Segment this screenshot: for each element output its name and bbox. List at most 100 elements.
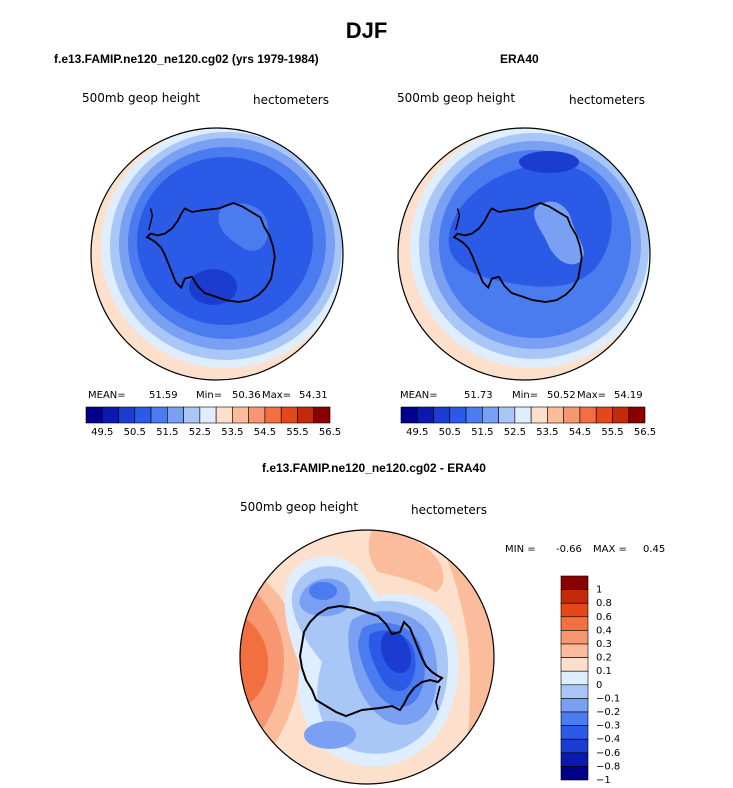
panel2-colorbar-swatch [595, 406, 613, 424]
panel3-colorbar-tick-label: 0.2 [596, 653, 612, 664]
panel2-map-border [397, 127, 651, 381]
panel3-colorbar-swatch [560, 589, 589, 604]
panel1-low-ross [189, 269, 237, 305]
panel2-colorbar-swatch [400, 406, 418, 424]
panel3-colorbar-swatch [560, 738, 589, 754]
panel1-colorbar-swatch [280, 406, 298, 424]
panel3-colorbar-swatch [560, 602, 589, 618]
panel3-colorbar-tick-label: 1 [596, 585, 602, 596]
panel1-colorbar-swatch [199, 406, 217, 424]
panel3-colorbar-swatch [560, 698, 589, 713]
panel1-colorbar-swatch [85, 406, 103, 424]
panel3-colorbar-tick-label: −0.4 [596, 734, 620, 745]
panel3-colorbar-swatch [560, 643, 589, 658]
panel3-colorbar-swatch [560, 684, 589, 699]
panel2-colorbar-tick-label: 56.5 [634, 427, 656, 438]
panel2-colorbar-swatch [433, 406, 451, 424]
panel2-title: ERA40 [500, 52, 539, 66]
panel2-colorbar-swatch [579, 406, 597, 424]
panel3-south-low [304, 721, 356, 749]
panel2-max-value: 54.19 [614, 390, 643, 401]
panel1-colorbar-tick-label: 55.5 [286, 427, 308, 438]
panel2-min-label: Min= [512, 390, 539, 401]
panel2-colorbar-swatch [612, 406, 630, 424]
panel1-colorbar-swatch [101, 406, 119, 424]
panel1-colorbar-swatch [264, 406, 282, 424]
panel1-colorbar-swatch [134, 406, 152, 424]
panel2-colorbar-swatch [628, 406, 646, 424]
panel1-title: f.e13.FAMIP.ne120_ne120.cg02 (yrs 1979-1… [54, 52, 319, 66]
panel2-colorbar-swatch [449, 406, 467, 424]
panel3-colorbar-tick-label: −0.3 [596, 721, 620, 732]
panel3-colorbar-tick-label: −1 [596, 775, 611, 786]
panel3-colorbar-tick-label: 0.3 [596, 639, 612, 650]
panel1-map-border [90, 127, 344, 381]
panel3-colorbar-swatch [560, 766, 589, 781]
panel3-colorbar-swatch [560, 657, 589, 672]
panel3-colorbar-tick-label: 0.1 [596, 666, 612, 677]
panel2-colorbar-swatch [547, 406, 564, 424]
panel3-colorbar: 1 0.8 0.6 0.4 0.3 0.2 0.1 0 −0.1 −0.2 −0.3 −0.4 −0.6… [560, 575, 620, 786]
panel1-colorbar-swatch [167, 406, 184, 424]
panel2-colorbar-tick-label: 49.5 [406, 427, 428, 438]
panel1-colorbar-swatch [118, 406, 136, 424]
panel2-min-value: 50.52 [547, 390, 576, 401]
panel2-colorbar-tick-label: 55.5 [601, 427, 623, 438]
panel1-colorbar-tick-label: 51.5 [156, 427, 178, 438]
panel3-polar-map [240, 530, 494, 784]
panel1-units-label: hectometers [253, 93, 329, 107]
panel2-colorbar-tick-label: 51.5 [471, 427, 493, 438]
panel3-colorbar-tick-label: 0.4 [596, 625, 612, 636]
panel1-colorbar-swatch [215, 406, 233, 424]
panel1-colorbar-swatch [248, 406, 266, 424]
panel1-colorbar: 49.5 50.5 51.5 52.5 53.5 54.5 55.5 56.5 [85, 406, 341, 438]
panel3-colorbar-swatch [560, 630, 589, 645]
panel2-polar-map [398, 128, 650, 380]
panel1-mean-label: MEAN= [88, 390, 126, 401]
panel1-colorbar-tick-label: 49.5 [91, 427, 113, 438]
panel1-mean-value: 51.59 [149, 390, 178, 401]
panel3-colorbar-swatch [560, 725, 589, 740]
panel2-units-label: hectometers [569, 93, 645, 107]
panel1-colorbar-tick-label: 53.5 [221, 427, 243, 438]
panel3-north-pos [368, 530, 444, 592]
panel1-colorbar-tick-label: 50.5 [124, 427, 146, 438]
panel2-low-north [519, 151, 579, 173]
panel1-colorbar-tick-label: 52.5 [189, 427, 211, 438]
panel1-field-label: 500mb geop height [82, 91, 201, 105]
panel3-max-label: MAX = [593, 544, 627, 555]
panel2-mean-label: MEAN= [400, 390, 438, 401]
panel2-high-center [534, 201, 584, 265]
panel1-min-value: 50.36 [232, 390, 261, 401]
panel2-colorbar: 49.5 50.5 51.5 52.5 53.5 54.5 55.5 56.5 [400, 406, 656, 438]
panel2-field-label: 500mb geop height [397, 91, 516, 105]
panel2-colorbar-swatch [416, 406, 434, 424]
panel2-mean-value: 51.73 [464, 390, 493, 401]
panel3-colorbar-swatch [560, 752, 589, 767]
panel3-colorbar-swatch [560, 711, 589, 726]
panel3-colorbar-tick-label: 0.8 [596, 598, 612, 609]
panel1-min-label: Min= [196, 390, 223, 401]
panel2-max-label: Max= [577, 390, 607, 401]
panel1-colorbar-swatch [313, 406, 331, 424]
panel1-colorbar-swatch [297, 406, 315, 424]
panel1-colorbar-swatch [150, 406, 168, 424]
panel3-units-label: hectometers [411, 503, 487, 517]
panel3-colorbar-tick-label: 0.6 [596, 612, 612, 623]
panel3-band-n0.6 [380, 630, 412, 674]
panel3-colorbar-swatch [560, 575, 589, 590]
panel3-north-low-inner [309, 582, 337, 600]
panel3-field-label: 500mb geop height [240, 500, 359, 514]
panel2-colorbar-tick-label: 53.5 [536, 427, 558, 438]
panel3-map-border [239, 529, 495, 785]
panel2-colorbar-swatch [465, 406, 483, 424]
panel2-colorbar-tick-label: 50.5 [439, 427, 461, 438]
panel2-colorbar-swatch [563, 406, 581, 424]
figure-title: DJF [345, 18, 388, 43]
panel1-colorbar-swatch [232, 406, 249, 424]
panel2-colorbar-swatch [498, 406, 516, 424]
panel3-colorbar-tick-label: −0.2 [596, 707, 620, 718]
panel2-colorbar-tick-label: 54.5 [569, 427, 591, 438]
panel2-colorbar-swatch [530, 406, 548, 424]
